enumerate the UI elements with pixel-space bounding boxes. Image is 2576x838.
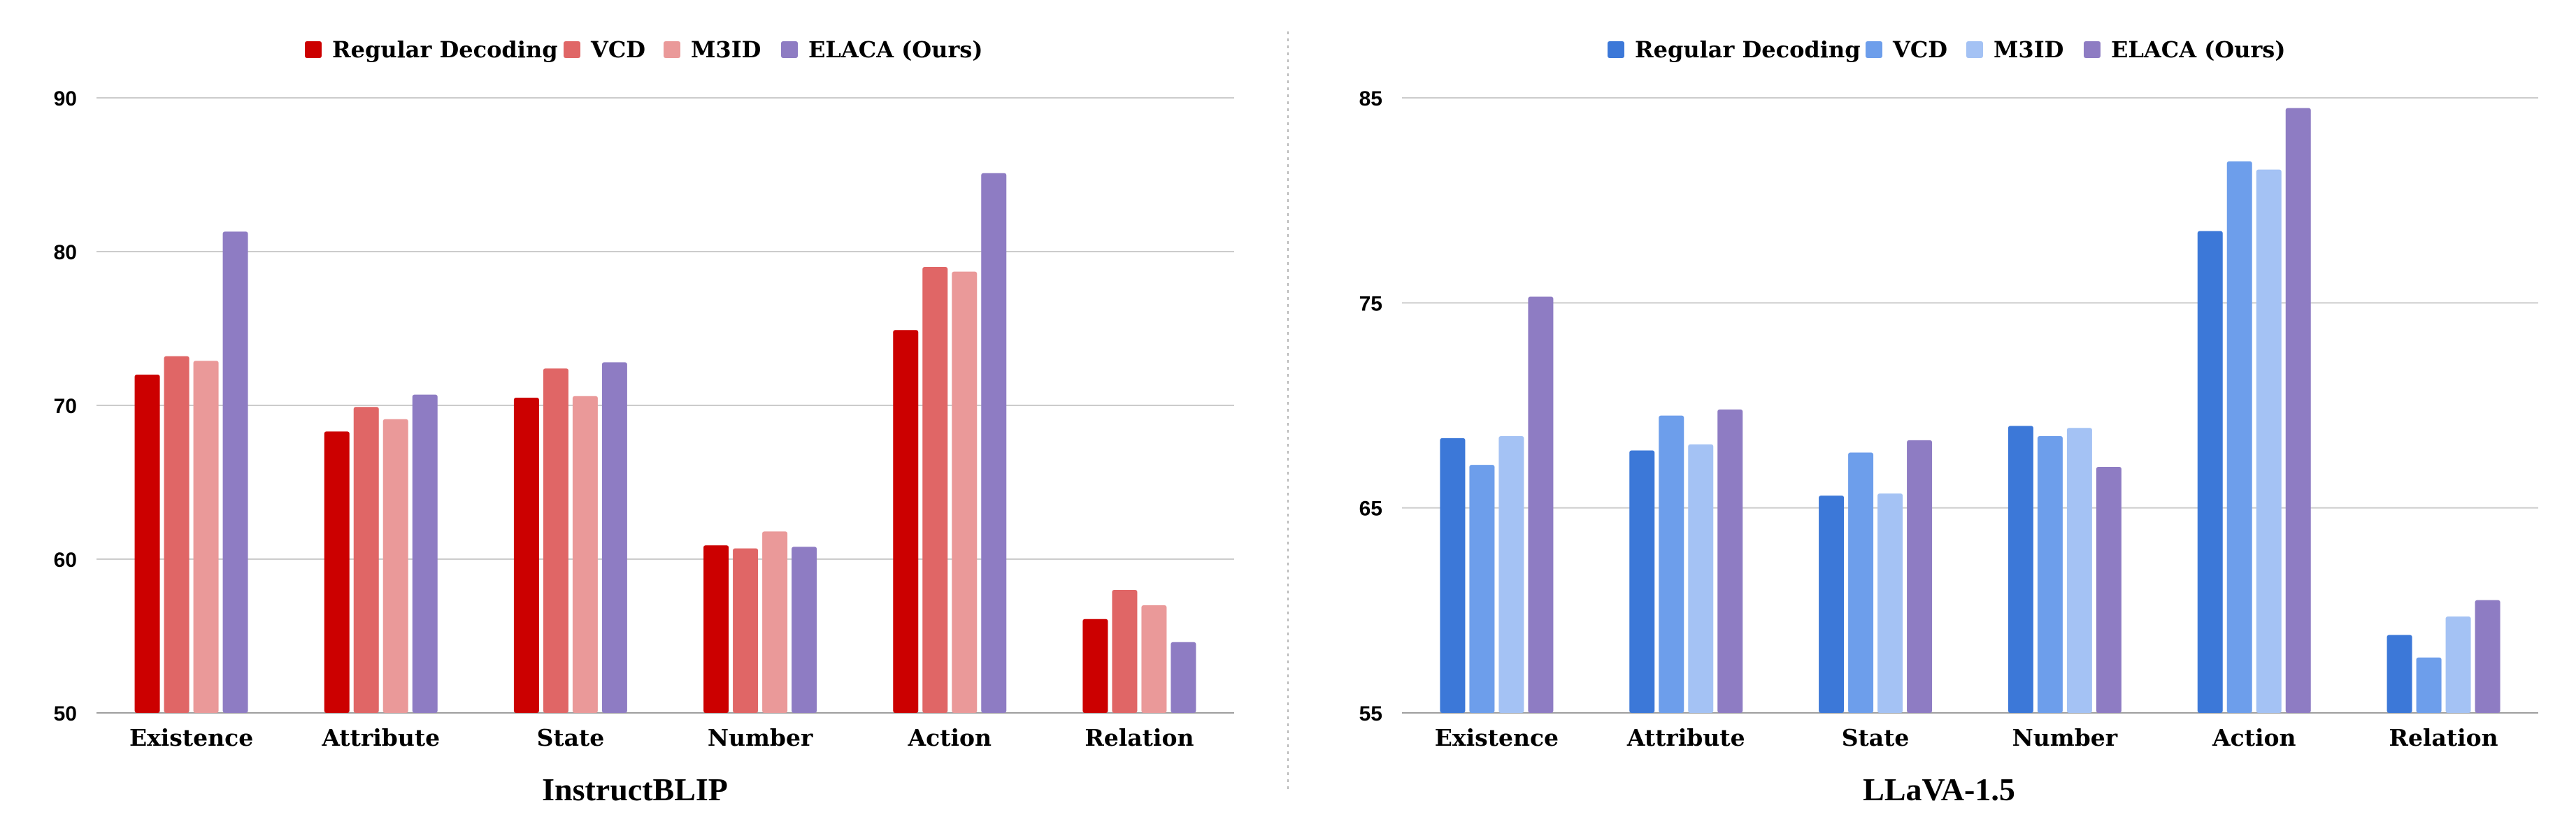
y-tick-label: 85 (1359, 87, 1382, 110)
bar (353, 407, 379, 713)
bar (2387, 635, 2412, 713)
bar (2197, 231, 2223, 714)
bar (1082, 619, 1108, 713)
legend-swatch (564, 41, 580, 58)
legend-label: Regular Decoding (332, 36, 558, 63)
x-category-label: Existence (129, 724, 253, 751)
chart-title: InstructBLIP (542, 772, 728, 807)
y-tick-label: 75 (1359, 292, 1382, 315)
x-category-label: Relation (1085, 724, 1194, 751)
llava-chart: 55 65 75 85 Existence Attribute State Number Act… (1359, 36, 2538, 807)
x-category-label: Attribute (1626, 724, 1745, 751)
bar (601, 362, 627, 713)
legend-swatch (1966, 41, 1983, 58)
bar (922, 267, 948, 713)
bar (1659, 415, 1684, 713)
bar (572, 396, 598, 713)
bar (134, 375, 160, 713)
x-category-label: State (1842, 724, 1910, 751)
bar (2475, 600, 2500, 713)
bar (543, 368, 568, 713)
legend-swatch (1608, 41, 1624, 58)
legend-swatch (1866, 41, 1882, 58)
bar (222, 231, 248, 713)
bar (1629, 450, 1655, 713)
bar (1141, 605, 1167, 713)
legend-label: ELACA (Ours) (2111, 36, 2285, 63)
bar (981, 173, 1007, 714)
bar (2226, 161, 2252, 713)
bar (733, 548, 759, 713)
bar (1112, 590, 1138, 713)
bar (703, 545, 729, 713)
legend-swatch (781, 41, 798, 58)
x-category-label: Relation (2389, 724, 2498, 751)
legend-swatch (2084, 41, 2101, 58)
y-tick-label: 70 (54, 395, 77, 418)
legend-swatch (664, 41, 680, 58)
legend-swatch (305, 41, 322, 58)
bar (1717, 409, 1743, 713)
bar (762, 531, 788, 713)
legend-label: M3ID (691, 36, 761, 63)
y-tick-label: 80 (54, 241, 77, 264)
bar (164, 356, 189, 713)
bar (382, 419, 408, 713)
bar (2008, 426, 2033, 713)
bar (1848, 452, 1874, 713)
bar (2096, 467, 2121, 713)
x-category-label: Number (708, 724, 813, 751)
bar (2066, 428, 2092, 713)
chart-title: LLaVA-1.5 (1863, 772, 2015, 807)
bar (193, 361, 219, 713)
y-tick-label: 60 (54, 549, 77, 572)
bar (412, 394, 438, 713)
x-category-label: State (537, 724, 605, 751)
x-category-label: Action (908, 724, 992, 751)
bar (952, 271, 978, 714)
bar (1440, 438, 1466, 713)
x-category-label: Attribute (321, 724, 440, 751)
bar (513, 398, 539, 713)
x-category-label: Number (2012, 724, 2118, 751)
bar (324, 431, 350, 713)
bar (1498, 436, 1524, 713)
bar (1688, 444, 1714, 713)
legend-label: VCD (1892, 36, 1947, 63)
bar (2256, 169, 2282, 713)
x-category-label: Existence (1435, 724, 1559, 751)
bar (1528, 296, 1554, 713)
instructblip-chart: 50 60 70 80 90 Existence Attribute State Number A… (54, 36, 1234, 807)
bar (1469, 465, 1495, 713)
bar (2445, 616, 2471, 713)
y-tick-label: 55 (1359, 702, 1382, 725)
legend-label: Regular Decoding (1635, 36, 1861, 63)
bar (893, 330, 919, 713)
legend-label: VCD (590, 36, 645, 63)
bar (1819, 496, 1845, 713)
bar (2416, 657, 2442, 713)
bar (2037, 436, 2063, 713)
legend-label: M3ID (1994, 36, 2063, 63)
y-tick-label: 50 (54, 702, 77, 725)
y-tick-label: 65 (1359, 498, 1382, 521)
bar (1877, 493, 1903, 713)
bar (2285, 108, 2311, 713)
bar (792, 547, 817, 713)
y-tick-label: 90 (54, 87, 77, 110)
legend-label: ELACA (Ours) (808, 36, 982, 63)
bar (1171, 642, 1196, 713)
x-category-label: Action (2212, 724, 2296, 751)
bar (1907, 440, 1933, 713)
